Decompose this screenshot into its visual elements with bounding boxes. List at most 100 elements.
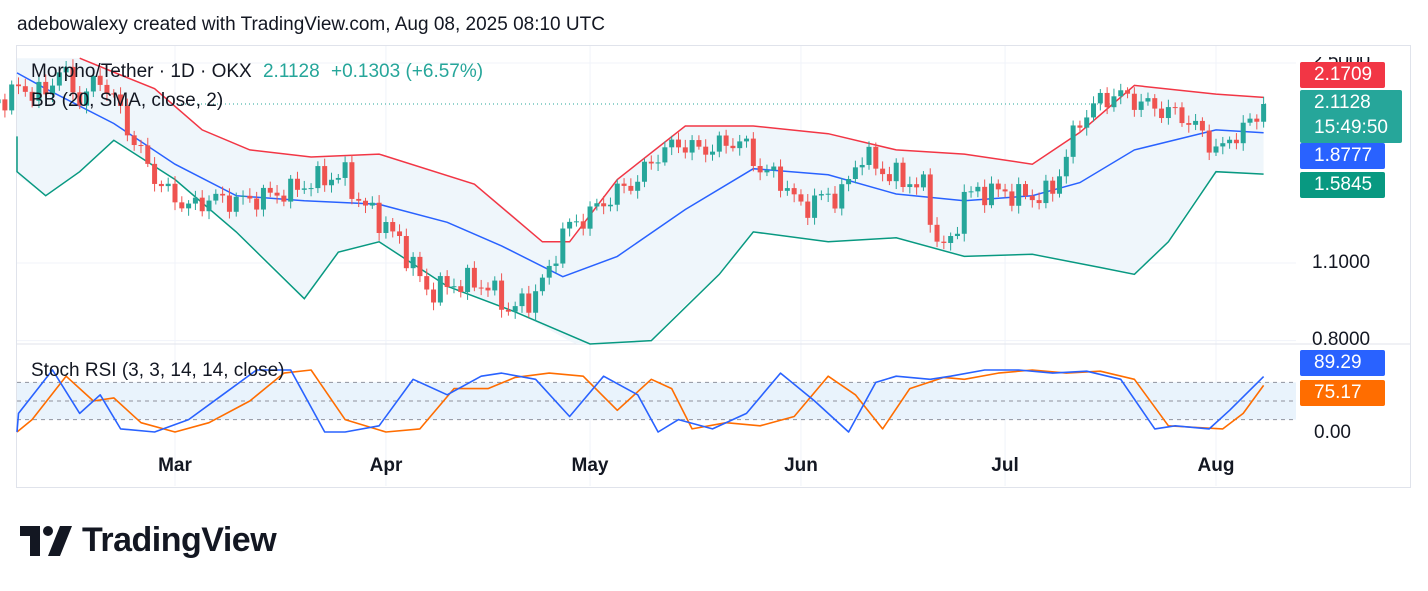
candle-body — [900, 162, 906, 188]
candle-body — [1213, 146, 1219, 153]
candle — [778, 159, 784, 198]
candle — [927, 168, 933, 233]
tradingview-logo-text: TradingView — [82, 521, 277, 559]
candle-body — [533, 291, 539, 313]
candle — [982, 179, 988, 213]
candle — [846, 175, 852, 192]
candle-body — [431, 289, 437, 303]
candle-body — [505, 309, 511, 312]
candle-body — [812, 195, 818, 218]
candle — [621, 178, 627, 194]
candle-body — [546, 265, 552, 278]
candle — [628, 178, 634, 195]
candle — [784, 180, 790, 196]
candle — [254, 191, 260, 217]
candle — [9, 80, 15, 115]
candle — [56, 68, 62, 91]
candle — [723, 129, 729, 154]
candle — [961, 184, 967, 242]
candle-body — [301, 188, 307, 190]
candle-body — [628, 185, 634, 191]
candle — [383, 216, 389, 239]
candle-body — [573, 221, 579, 223]
candle — [880, 161, 886, 182]
candle — [213, 189, 219, 205]
candle — [16, 77, 22, 95]
candle — [1131, 87, 1137, 117]
candle — [601, 195, 607, 215]
candle-body — [179, 202, 185, 209]
candle-body — [682, 147, 688, 153]
candle — [689, 135, 695, 161]
candle — [995, 179, 1001, 197]
candle-body — [519, 293, 525, 307]
candle-body — [662, 147, 668, 163]
candle-body — [1227, 139, 1233, 144]
candle — [1016, 177, 1022, 214]
candle — [403, 228, 409, 272]
tradingview-logo[interactable]: TradingView — [20, 521, 277, 560]
candle-body — [832, 193, 838, 209]
candle — [852, 160, 858, 184]
candle-body — [444, 276, 450, 288]
candle-body — [730, 145, 736, 149]
stoch-legend[interactable]: Stoch RSI (3, 3, 14, 14, close) — [31, 360, 285, 381]
candle — [301, 180, 307, 194]
candle — [220, 186, 226, 203]
bb-legend[interactable]: BB (20, SMA, close, 2) — [31, 90, 224, 111]
candle-body — [363, 200, 369, 206]
candle-body — [798, 194, 804, 202]
candle — [805, 194, 811, 226]
candle-body — [186, 203, 192, 209]
candle — [573, 214, 579, 227]
symbol-legend[interactable]: Morpho/Tether · 1D · OKX 2.1128 +0.1303 … — [31, 61, 483, 83]
candle-body — [968, 191, 974, 193]
candle — [77, 86, 83, 110]
candle — [417, 251, 423, 283]
candle-body — [294, 178, 300, 190]
candle-body — [22, 86, 28, 92]
candle-body — [1261, 103, 1267, 122]
candle-body — [594, 203, 600, 207]
candle-body — [1097, 92, 1103, 104]
candle-body — [335, 177, 341, 180]
candle-body — [111, 93, 117, 95]
candle — [308, 183, 314, 197]
candle — [267, 181, 273, 198]
candle — [397, 224, 403, 244]
candle — [260, 184, 266, 217]
candle — [70, 59, 76, 100]
candle — [90, 69, 96, 98]
candle-body — [1165, 107, 1171, 119]
candle — [607, 197, 613, 212]
candle — [2, 93, 8, 118]
candle-body — [451, 286, 457, 288]
candle-body — [131, 135, 137, 146]
candle-body — [77, 92, 83, 106]
candle-body — [1084, 117, 1090, 128]
candle — [920, 171, 926, 191]
candle — [1063, 149, 1069, 184]
candle-body — [56, 72, 62, 86]
candle-body — [1057, 176, 1063, 194]
candle-body — [383, 222, 389, 233]
candle-body — [369, 202, 375, 206]
candle-body — [1193, 120, 1199, 125]
month-label-jun: Jun — [784, 455, 818, 476]
month-label-may: May — [571, 455, 609, 476]
candle-body — [308, 188, 314, 190]
candle-body — [1016, 184, 1022, 206]
candle-body — [288, 178, 294, 202]
candle — [424, 268, 430, 296]
candle-body — [1240, 122, 1246, 144]
candle — [1022, 180, 1028, 200]
candle — [485, 282, 491, 297]
candle-body — [1233, 139, 1239, 144]
candle — [1009, 183, 1015, 212]
candle-body — [893, 162, 899, 182]
candle — [825, 187, 831, 202]
candle — [941, 235, 947, 250]
candle-body — [873, 146, 879, 169]
candle-body — [267, 187, 273, 193]
